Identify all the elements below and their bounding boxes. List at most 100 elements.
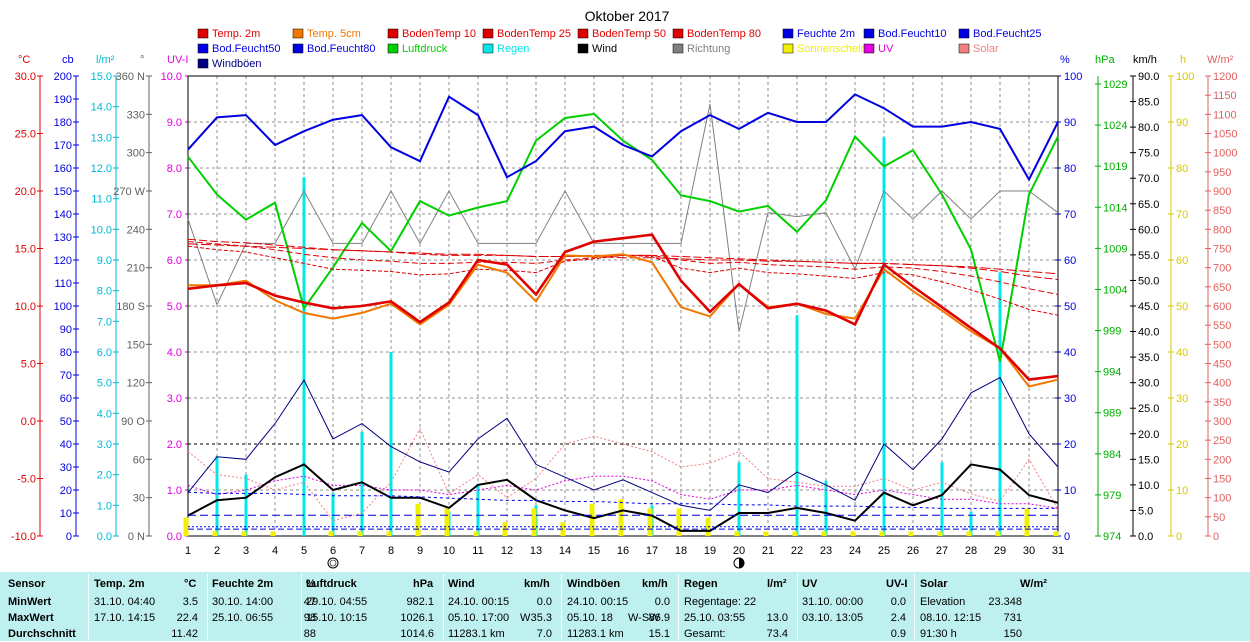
stats-temp-value: 22.4: [176, 612, 198, 624]
stats-rain-text: Regentage: 22: [684, 596, 757, 608]
axis-tick-label: 300: [1213, 416, 1231, 428]
axis-tick-label: 90: [1176, 117, 1188, 129]
legend-label: Temp. 2m: [212, 28, 260, 40]
axis-unit-label: °: [140, 54, 144, 66]
legend-swatch: [577, 43, 589, 54]
axis-tick-label: 0: [66, 531, 72, 543]
table-separator: [443, 574, 444, 640]
stats-humidity-time: 30.10. 14:00: [212, 596, 274, 608]
table-separator: [207, 574, 208, 640]
x-tick-label: 24: [849, 545, 861, 557]
legend-label: BodenTemp 50: [592, 28, 666, 40]
stats-gust-time: 05.10. 18: [567, 612, 613, 624]
legend-label: Wind: [592, 43, 617, 55]
axis-tick-label: 100: [54, 301, 72, 313]
axis-tick-label: 550: [1213, 320, 1231, 332]
x-tick-label: 22: [791, 545, 803, 557]
axis-tick-label: 10: [60, 508, 72, 520]
axis-tick-label: 0: [1064, 531, 1070, 543]
legend-swatch: [197, 58, 209, 69]
x-tick-label: 20: [733, 545, 745, 557]
legend-swatch: [482, 28, 494, 39]
axis-unit-label: h: [1180, 54, 1186, 66]
stats-uv-time: 03.10. 13:05: [802, 612, 864, 624]
legend-swatch: [482, 43, 494, 54]
axis-tick-label: 150: [1213, 474, 1231, 486]
axis-tick-label: 30: [1064, 393, 1076, 405]
new-moon-icon-inner: [329, 559, 337, 567]
x-tick-label: 17: [646, 545, 658, 557]
bar-regen: [795, 315, 799, 536]
axis-unit-label: °C: [18, 54, 30, 66]
bar-regen: [360, 431, 364, 536]
x-tick-label: 26: [907, 545, 919, 557]
legend-label: Solar: [973, 43, 999, 55]
bar-sonnenschein: [357, 531, 363, 536]
axis-tick-label: 984: [1103, 449, 1121, 461]
axis-tick-label: 120: [54, 255, 72, 267]
x-tick-label: 6: [330, 545, 336, 557]
x-tick-label: 12: [501, 545, 513, 557]
axis-tick-label: 50: [1213, 512, 1225, 524]
axis-unit-label: l/m²: [96, 54, 115, 66]
stats-wind-value: 0.0: [536, 596, 552, 608]
axis-tick-label: 11.0: [91, 194, 112, 206]
bar-sonnenschein: [415, 503, 421, 536]
axis-tick-label: 150: [54, 186, 72, 198]
axis-tick-label: 40.0: [1138, 327, 1159, 339]
axis-tick-label: 13.0: [91, 132, 112, 144]
stats-header: Solar: [920, 578, 948, 590]
axis-tick-label: 750: [1213, 244, 1231, 256]
axis-tick-label: 0: [1176, 531, 1182, 543]
legend-label: Regen: [497, 43, 529, 55]
axis-tick-label: 20: [60, 485, 72, 497]
axis-tick-label: 50: [60, 416, 72, 428]
axis-tick-label: 800: [1213, 224, 1231, 236]
axis-tick-label: 700: [1213, 263, 1231, 275]
legend-swatch: [672, 43, 684, 54]
stats-header: Wind: [448, 578, 475, 590]
stats-wind-value: 7.0: [536, 628, 552, 640]
stats-header: Feuchte 2m: [212, 578, 274, 590]
axis-tick-label: 8.0: [167, 163, 182, 175]
axis-tick-label: 1.0: [167, 485, 182, 497]
axis-tick-label: 1009: [1103, 243, 1127, 255]
axis-tick-label: 140: [54, 209, 72, 221]
axis-tick-label: 160: [54, 163, 72, 175]
legend-swatch: [958, 28, 970, 39]
legend-swatch: [197, 43, 209, 54]
bar-sonnenschein: [937, 531, 943, 536]
table-separator: [561, 574, 562, 640]
stats-uv-value: 0.0: [890, 596, 906, 608]
bar-sonnenschein: [531, 508, 537, 536]
axis-tick-label: 5.0: [167, 301, 182, 313]
stats-humidity-value: 47: [303, 596, 316, 608]
axis-tick-label: 100: [1176, 71, 1194, 83]
x-tick-label: 13: [530, 545, 542, 557]
axis-tick-label: 20: [1064, 439, 1076, 451]
axis-tick-label: 8.0: [97, 286, 112, 298]
axis-tick-label: 5.0: [1138, 505, 1153, 517]
axis-tick-label: 20.0: [1138, 429, 1159, 441]
stats-wind-time: 11283.1 km: [448, 628, 505, 640]
stats-temp-time: 17.10. 14:15: [94, 612, 156, 624]
legend-label: Luftdruck: [402, 43, 448, 55]
axis-tick-label: 120: [127, 378, 145, 390]
stats-header: km/h: [524, 578, 550, 590]
axis-tick-label: 10.0: [161, 71, 182, 83]
axis-tick-label: 0.0: [21, 416, 36, 428]
bar-sonnenschein: [879, 531, 885, 536]
legend-swatch: [782, 28, 794, 39]
x-tick-label: 30: [1023, 545, 1035, 557]
axis-tick-label: 0 N: [128, 531, 145, 543]
axis-tick-label: 1150: [1213, 90, 1237, 102]
stats-wind-time: 05.10. 17:00: [448, 612, 510, 624]
legend-label: Windböen: [212, 58, 262, 70]
axis-tick-label: 30.0: [1138, 378, 1159, 390]
x-tick-label: 7: [359, 545, 365, 557]
axis-tick-label: 979: [1103, 490, 1121, 502]
axis-tick-label: 850: [1213, 205, 1231, 217]
axis-tick-label: 65.0: [1138, 199, 1159, 211]
stats-uv-time: 31.10. 00:00: [802, 596, 864, 608]
stats-header: UV: [802, 578, 818, 590]
